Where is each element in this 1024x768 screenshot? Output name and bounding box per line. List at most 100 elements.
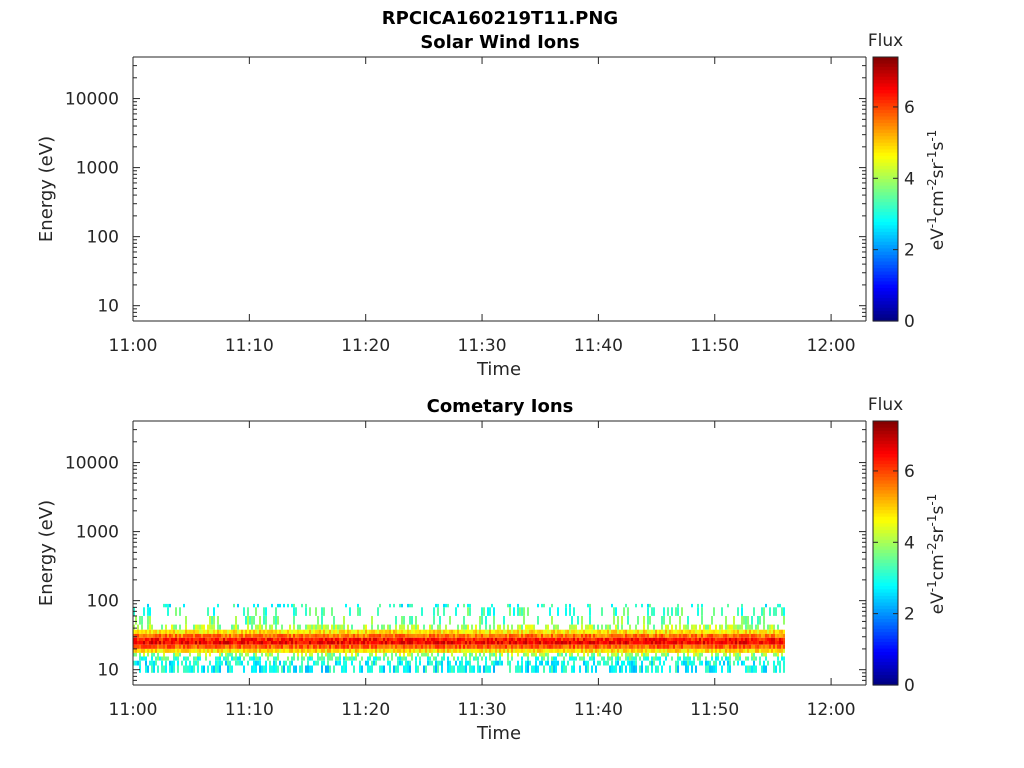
colorbar-segment — [873, 628, 898, 633]
heatmap-cell — [317, 652, 319, 657]
heatmap-cell — [563, 633, 565, 638]
heatmap-cell — [647, 629, 649, 634]
colorbar-segment — [873, 294, 898, 299]
heatmap-cell — [421, 637, 423, 642]
heatmap-cell — [705, 641, 707, 645]
heatmap-cell — [463, 633, 465, 638]
heatmap-cell — [613, 652, 615, 657]
heatmap-cell — [615, 656, 617, 661]
heatmap-cell — [403, 644, 405, 649]
heatmap-cell — [759, 641, 761, 645]
heatmap-cell — [405, 644, 407, 649]
heatmap-cell — [323, 644, 325, 649]
heatmap-cell — [459, 637, 461, 642]
heatmap-cell — [223, 648, 225, 653]
heatmap-cell — [521, 629, 523, 634]
heatmap-cell — [725, 624, 727, 630]
heatmap-cell — [581, 648, 583, 653]
heatmap-cell — [757, 616, 759, 625]
heatmap-cell — [271, 629, 273, 634]
heatmap-cell — [457, 603, 459, 608]
heatmap-cell — [537, 629, 539, 634]
colorbar-segment — [873, 109, 898, 114]
heatmap-cell — [493, 629, 495, 634]
heatmap-cell — [749, 644, 751, 649]
heatmap-cell — [497, 644, 499, 649]
heatmap-cell — [381, 629, 383, 634]
heatmap-cell — [511, 641, 513, 645]
heatmap-cell — [261, 629, 263, 634]
heatmap-cell — [429, 641, 431, 645]
heatmap-cell — [609, 633, 611, 638]
heatmap-cell — [185, 629, 187, 634]
heatmap-cell — [269, 660, 271, 666]
heatmap-cell — [371, 652, 373, 657]
heatmap-cell — [729, 648, 731, 653]
heatmap-cell — [209, 648, 211, 653]
heatmap-cell — [163, 637, 165, 642]
heatmap-cell — [549, 629, 551, 634]
heatmap-cell — [695, 648, 697, 653]
heatmap-cell — [253, 641, 255, 645]
heatmap-cell — [587, 637, 589, 642]
heatmap-cell — [373, 648, 375, 653]
heatmap-cell — [707, 648, 709, 653]
heatmap-cell — [745, 616, 747, 625]
heatmap-cell — [327, 624, 329, 630]
heatmap-cell — [473, 644, 475, 649]
heatmap-cell — [573, 648, 575, 653]
heatmap-cell — [345, 603, 347, 608]
heatmap-cell — [217, 656, 219, 661]
colorbar-segment — [873, 99, 898, 104]
heatmap-cell — [553, 665, 555, 673]
heatmap-cell — [621, 641, 623, 645]
heatmap-cell — [335, 648, 337, 653]
heatmap-cell — [601, 607, 603, 616]
heatmap-cell — [407, 629, 409, 634]
heatmap-cell — [309, 652, 311, 657]
heatmap-cell — [449, 665, 451, 673]
heatmap-cell — [571, 652, 573, 657]
heatmap-cell — [521, 624, 523, 630]
heatmap-cell — [401, 603, 403, 608]
heatmap-cell — [593, 633, 595, 638]
heatmap-cell — [383, 644, 385, 649]
colorbar-segment — [873, 599, 898, 604]
heatmap-cell — [583, 633, 585, 638]
heatmap-cell — [651, 665, 653, 673]
heatmap-cell — [731, 648, 733, 653]
heatmap-cell — [595, 648, 597, 653]
colorbar-segment — [873, 152, 898, 157]
heatmap-cell — [507, 648, 509, 653]
heatmap-cell — [441, 656, 443, 661]
heatmap-cell — [723, 648, 725, 653]
heatmap-cell — [343, 644, 345, 649]
heatmap-cell — [709, 648, 711, 653]
heatmap-cell — [415, 644, 417, 649]
heatmap-cell — [637, 648, 639, 653]
heatmap-cell — [531, 644, 533, 649]
heatmap-cell — [487, 637, 489, 642]
heatmap-cell — [499, 648, 501, 653]
heatmap-cell — [411, 629, 413, 634]
heatmap-cell — [429, 633, 431, 638]
heatmap-cell — [263, 633, 265, 638]
heatmap-cell — [633, 648, 635, 653]
heatmap-cell — [133, 624, 135, 630]
colorbar-segment — [873, 658, 898, 663]
heatmap-cell — [419, 648, 421, 653]
heatmap-cell — [519, 624, 521, 630]
heatmap-cell — [673, 637, 675, 642]
heatmap-cell — [627, 633, 629, 638]
heatmap-cell — [489, 652, 491, 657]
heatmap-cell — [623, 629, 625, 634]
heatmap-cell — [639, 656, 641, 661]
heatmap-cell — [165, 644, 167, 649]
heatmap-cell — [459, 641, 461, 645]
heatmap-cell — [701, 633, 703, 638]
heatmap-cell — [355, 633, 357, 638]
heatmap-cell — [567, 637, 569, 642]
heatmap-cell — [597, 633, 599, 638]
heatmap-cell — [679, 624, 681, 630]
heatmap-cell — [301, 656, 303, 661]
